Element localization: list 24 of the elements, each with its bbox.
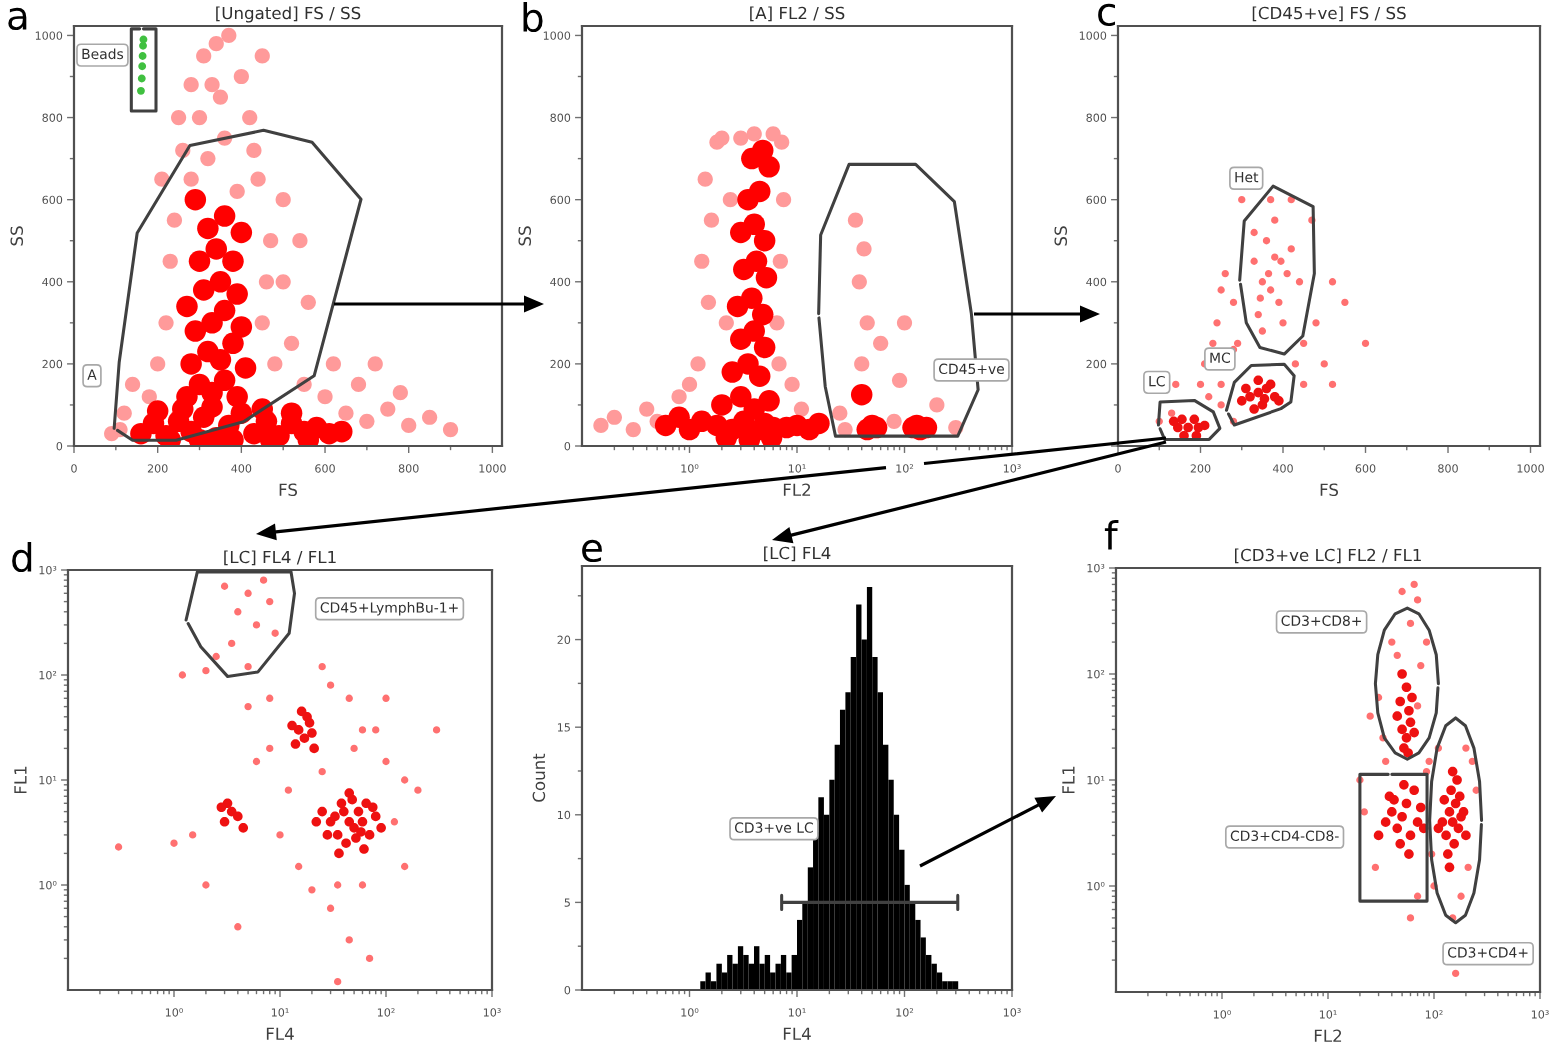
chart-title: [A] FL2 / SS: [750, 6, 845, 22]
text: c: [1098, 3, 1115, 27]
y-axis-title: SS: [518, 226, 532, 246]
x-axis-title: FL2: [783, 483, 811, 496]
x-axis-title: FS: [279, 483, 298, 497]
y-axis-title: SS: [10, 226, 24, 246]
chart-title: [CD45+ve] FS / SS: [1252, 6, 1406, 22]
y-axis-title: FL1: [14, 766, 27, 794]
chart-title: [Ungated] FS / SS: [216, 6, 361, 23]
text: d: [12, 542, 32, 573]
text: e: [582, 539, 602, 563]
y-axis-title: FL1: [1062, 766, 1075, 794]
chart-title: [LC] FL4 / FL1: [224, 550, 336, 566]
text: b: [523, 2, 543, 33]
x-axis-title: FS: [1320, 483, 1339, 497]
chart-title: [CD3+ve LC] FL2 / FL1: [1235, 548, 1421, 564]
x-axis-title: FL2: [1314, 1029, 1342, 1042]
text: f: [1104, 520, 1119, 550]
text: a: [8, 7, 27, 31]
x-axis-title: FL4: [266, 1027, 294, 1040]
y-axis-title: SS: [1054, 226, 1068, 246]
chart-title: [LC] FL4: [764, 546, 831, 562]
y-axis-title: Count: [532, 753, 546, 802]
x-axis-title: FL4: [783, 1027, 811, 1040]
